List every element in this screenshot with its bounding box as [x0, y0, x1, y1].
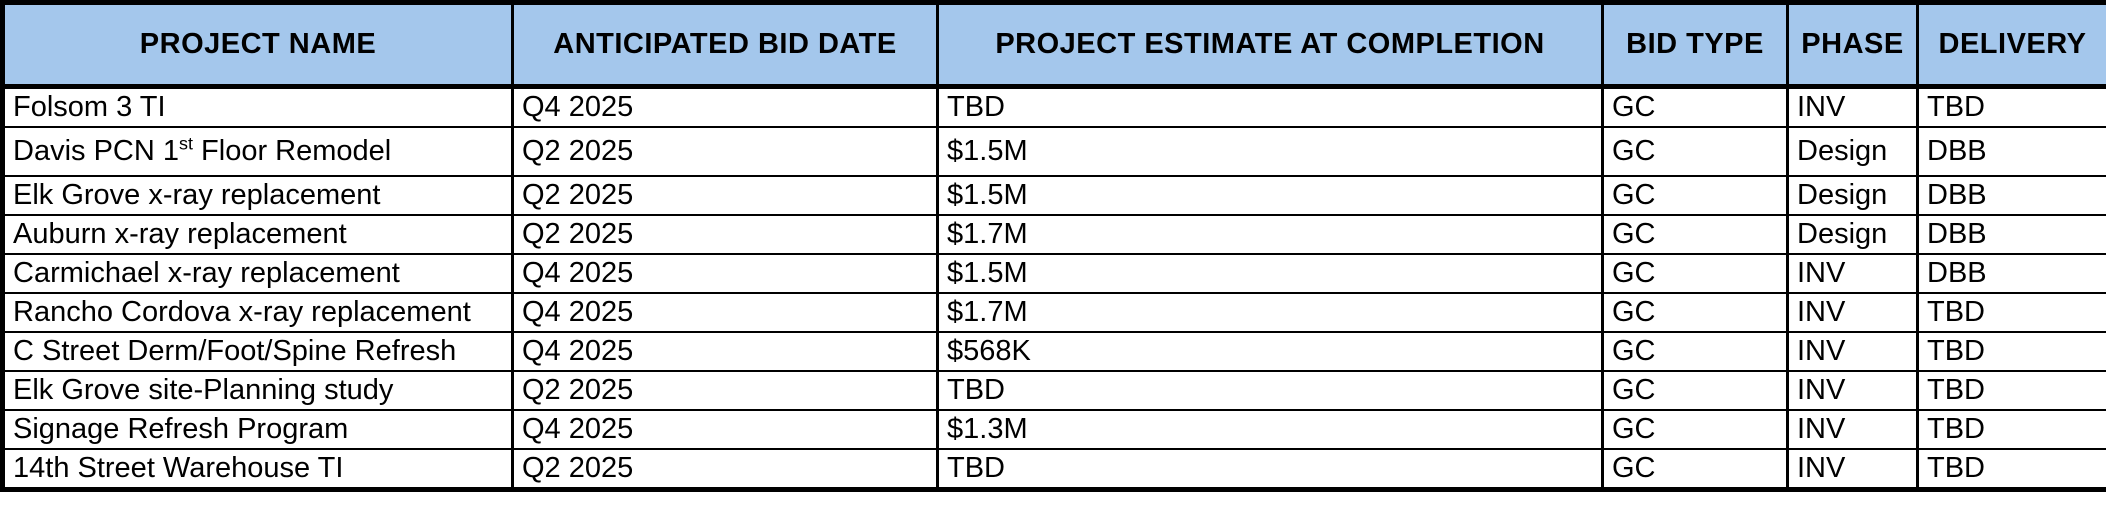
cell-estimate: TBD — [936, 448, 1604, 491]
column-header-phase: PHASE — [1786, 1, 1919, 89]
table-row: C Street Derm/Foot/Spine Refresh Q4 2025 $… — [1, 331, 2106, 372]
cell-phase: Design — [1786, 175, 1919, 216]
cell-estimate: TBD — [936, 370, 1604, 411]
cell-estimate: TBD — [936, 85, 1604, 128]
table-row: Elk Grove x-ray replacement Q2 2025 $1.5M G… — [1, 175, 2106, 216]
cell-bid-date: Q4 2025 — [511, 253, 939, 294]
cell-bid-date: Q2 2025 — [511, 370, 939, 411]
cell-delivery: DBB — [1916, 175, 2106, 216]
ordinal-superscript: st — [179, 133, 193, 154]
cell-bid-type: GC — [1601, 370, 1789, 411]
cell-project-name: 14th Street Warehouse TI — [1, 448, 514, 491]
table-row: Rancho Cordova x-ray replacement Q4 2025 $… — [1, 292, 2106, 333]
cell-bid-date: Q4 2025 — [511, 409, 939, 450]
cell-bid-date: Q4 2025 — [511, 331, 939, 372]
cell-bid-date: Q2 2025 — [511, 126, 939, 177]
cell-delivery: DBB — [1916, 214, 2106, 255]
cell-phase: INV — [1786, 253, 1919, 294]
cell-estimate: $1.5M — [936, 175, 1604, 216]
cell-bid-date: Q4 2025 — [511, 292, 939, 333]
cell-project-name: Rancho Cordova x-ray replacement — [1, 292, 514, 333]
project-bid-schedule-table: PROJECT NAME ANTICIPATED BID DATE PROJECT … — [0, 0, 2106, 492]
cell-phase: INV — [1786, 448, 1919, 491]
column-header-delivery: DELIVERY — [1916, 1, 2106, 89]
table-row: Folsom 3 TI Q4 2025 TBD GC INV TBD — [1, 85, 2106, 128]
table-header: PROJECT NAME ANTICIPATED BID DATE PROJECT … — [1, 1, 2106, 89]
cell-project-name: Signage Refresh Program — [1, 409, 514, 450]
cell-project-name: Auburn x-ray replacement — [1, 214, 514, 255]
cell-bid-type: GC — [1601, 409, 1789, 450]
project-name-text: Davis PCN 1 — [13, 135, 179, 167]
cell-phase: Design — [1786, 126, 1919, 177]
cell-project-name: Elk Grove site-Planning study — [1, 370, 514, 411]
cell-estimate: $1.7M — [936, 214, 1604, 255]
cell-bid-type: GC — [1601, 214, 1789, 255]
cell-estimate: $1.5M — [936, 253, 1604, 294]
cell-phase: Design — [1786, 214, 1919, 255]
cell-project-name: Davis PCN 1st Floor Remodel — [1, 126, 514, 177]
cell-project-name: Folsom 3 TI — [1, 85, 514, 128]
cell-estimate: $568K — [936, 331, 1604, 372]
cell-estimate: $1.3M — [936, 409, 1604, 450]
cell-delivery: TBD — [1916, 85, 2106, 128]
cell-bid-type: GC — [1601, 448, 1789, 491]
cell-delivery: DBB — [1916, 253, 2106, 294]
cell-bid-type: GC — [1601, 85, 1789, 128]
cell-delivery: TBD — [1916, 448, 2106, 491]
column-header-project-name: PROJECT NAME — [1, 1, 514, 89]
cell-bid-type: GC — [1601, 126, 1789, 177]
table-row: Auburn x-ray replacement Q2 2025 $1.7M GC De… — [1, 214, 2106, 255]
cell-bid-type: GC — [1601, 292, 1789, 333]
cell-phase: INV — [1786, 331, 1919, 372]
cell-delivery: TBD — [1916, 409, 2106, 450]
cell-bid-date: Q2 2025 — [511, 214, 939, 255]
cell-phase: INV — [1786, 409, 1919, 450]
column-header-bid-date: ANTICIPATED BID DATE — [511, 1, 939, 89]
table-row: Elk Grove site-Planning study Q2 2025 TBD G… — [1, 370, 2106, 411]
cell-estimate: $1.7M — [936, 292, 1604, 333]
cell-bid-date: Q2 2025 — [511, 175, 939, 216]
cell-delivery: TBD — [1916, 292, 2106, 333]
cell-phase: INV — [1786, 292, 1919, 333]
cell-bid-date: Q4 2025 — [511, 85, 939, 128]
cell-project-name: Carmichael x-ray replacement — [1, 253, 514, 294]
cell-project-name: C Street Derm/Foot/Spine Refresh — [1, 331, 514, 372]
header-row: PROJECT NAME ANTICIPATED BID DATE PROJECT … — [1, 1, 2106, 89]
cell-project-name: Elk Grove x-ray replacement — [1, 175, 514, 216]
cell-estimate: $1.5M — [936, 126, 1604, 177]
cell-phase: INV — [1786, 85, 1919, 128]
cell-bid-type: GC — [1601, 253, 1789, 294]
column-header-bid-type: BID TYPE — [1601, 1, 1789, 89]
table-row: Signage Refresh Program Q4 2025 $1.3M GC INV… — [1, 409, 2106, 450]
cell-delivery: TBD — [1916, 370, 2106, 411]
cell-bid-type: GC — [1601, 175, 1789, 216]
table-row: Davis PCN 1st Floor Remodel Q2 2025 $1.5M G… — [1, 126, 2106, 177]
cell-bid-type: GC — [1601, 331, 1789, 372]
cell-phase: INV — [1786, 370, 1919, 411]
cell-delivery: DBB — [1916, 126, 2106, 177]
column-header-estimate: PROJECT ESTIMATE AT COMPLETION — [936, 1, 1604, 89]
table-row: Carmichael x-ray replacement Q4 2025 $1.5M… — [1, 253, 2106, 294]
cell-bid-date: Q2 2025 — [511, 448, 939, 491]
project-name-text: Floor Remodel — [192, 135, 392, 167]
table-body: Folsom 3 TI Q4 2025 TBD GC INV TBD Davis PCN 1… — [1, 85, 2106, 491]
cell-delivery: TBD — [1916, 331, 2106, 372]
table-row: 14th Street Warehouse TI Q2 2025 TBD GC INV T… — [1, 448, 2106, 491]
